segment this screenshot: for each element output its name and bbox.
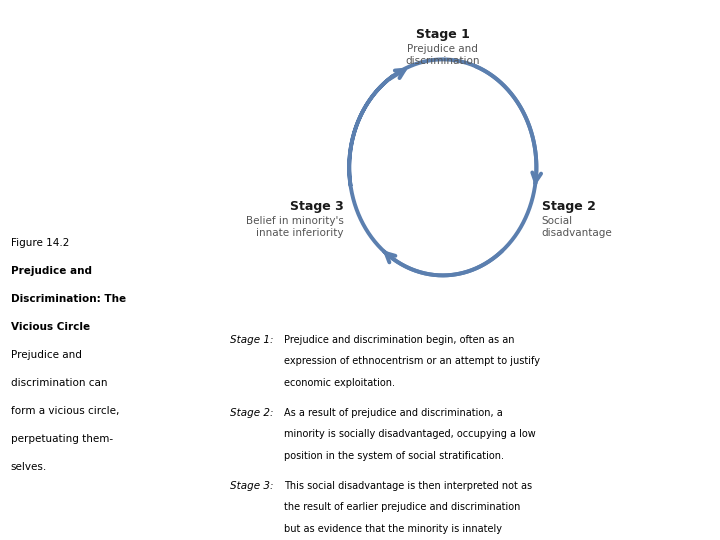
- Text: Stage 2: Stage 2: [542, 200, 595, 213]
- Text: economic exploitation.: economic exploitation.: [284, 378, 395, 388]
- Text: Figure 14.2: Figure 14.2: [11, 238, 69, 248]
- Text: selves.: selves.: [11, 462, 47, 472]
- Text: expression of ethnocentrism or an attempt to justify: expression of ethnocentrism or an attemp…: [284, 356, 541, 367]
- Text: Prejudice and: Prejudice and: [11, 350, 81, 360]
- Text: the result of earlier prejudice and discrimination: the result of earlier prejudice and disc…: [284, 502, 521, 512]
- Text: Vicious Circle: Vicious Circle: [11, 322, 90, 332]
- Text: form a vicious circle,: form a vicious circle,: [11, 406, 120, 416]
- Text: Stage 2:: Stage 2:: [230, 408, 274, 418]
- Text: position in the system of social stratification.: position in the system of social stratif…: [284, 451, 505, 461]
- Text: Stage 1: Stage 1: [416, 28, 469, 40]
- Text: This social disadvantage is then interpreted not as: This social disadvantage is then interpr…: [284, 481, 533, 491]
- Text: Stage 1:: Stage 1:: [230, 335, 274, 345]
- Text: minority is socially disadvantaged, occupying a low: minority is socially disadvantaged, occu…: [284, 429, 536, 440]
- Text: Belief in minority's
innate inferiority: Belief in minority's innate inferiority: [246, 216, 343, 238]
- Text: Prejudice and
discrimination: Prejudice and discrimination: [405, 44, 480, 66]
- Text: Prejudice and discrimination begin, often as an: Prejudice and discrimination begin, ofte…: [284, 335, 515, 345]
- Text: As a result of prejudice and discrimination, a: As a result of prejudice and discriminat…: [284, 408, 503, 418]
- Text: Prejudice and: Prejudice and: [11, 266, 92, 276]
- Text: Social
disadvantage: Social disadvantage: [542, 216, 613, 238]
- Text: Stage 3:: Stage 3:: [230, 481, 274, 491]
- Text: perpetuating them-: perpetuating them-: [11, 434, 113, 444]
- Text: discrimination can: discrimination can: [11, 378, 107, 388]
- Text: Stage 3: Stage 3: [290, 200, 343, 213]
- Text: Discrimination: The: Discrimination: The: [11, 294, 126, 304]
- Text: but as evidence that the minority is innately: but as evidence that the minority is inn…: [284, 524, 503, 534]
